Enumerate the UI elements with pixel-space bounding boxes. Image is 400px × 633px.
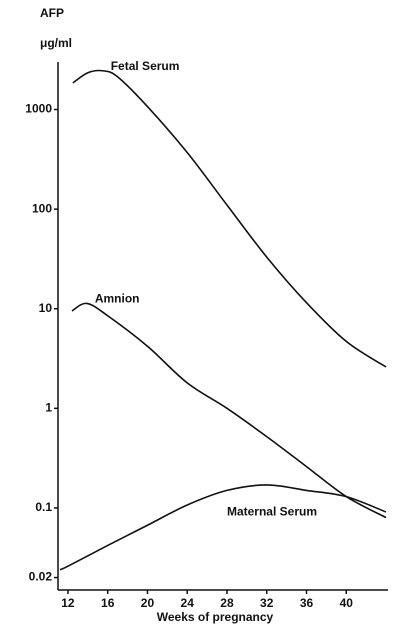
y-axis-label: AFP (40, 6, 64, 20)
x-tick-label: 12 (61, 596, 75, 610)
x-axis-label: Weeks of pregnancy (157, 610, 274, 624)
y-tick-label: 0.02 (29, 570, 53, 584)
y-tick-label: 10 (39, 301, 53, 315)
y-axis-unit: μg/ml (40, 36, 72, 50)
y-tick-label: 1 (45, 401, 52, 415)
series-line (72, 69, 387, 368)
x-tick-label: 32 (260, 596, 274, 610)
series-label: Fetal Serum (111, 59, 180, 73)
y-tick-label: 100 (32, 201, 52, 215)
x-tick-label: 28 (220, 596, 234, 610)
x-tick-label: 40 (340, 596, 354, 610)
series-label: Amnion (95, 292, 140, 306)
x-tick-label: 20 (141, 596, 155, 610)
x-tick-label: 36 (300, 596, 314, 610)
x-tick-label: 24 (181, 596, 195, 610)
series-line (59, 484, 387, 571)
y-tick-label: 0.1 (35, 500, 52, 514)
series-label: Maternal Serum (227, 505, 317, 519)
y-tick-label: 1000 (25, 102, 52, 116)
series-line (71, 302, 387, 519)
x-tick-label: 16 (101, 596, 115, 610)
